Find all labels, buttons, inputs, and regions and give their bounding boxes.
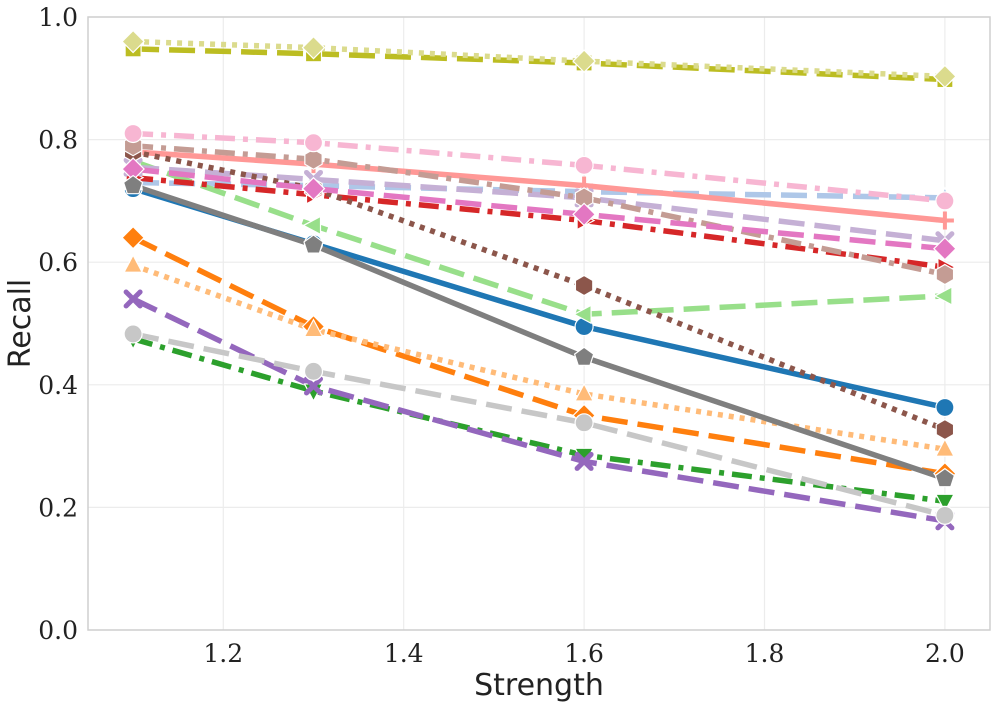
series-6-line [132,158,946,318]
series-4-point [123,253,144,273]
series-15-point [573,346,595,366]
series-16-point [935,505,955,525]
y-tick-label: 1.0 [38,3,78,32]
series-5-line [132,336,946,504]
series-6-point [933,285,953,306]
series-13-point [572,202,596,227]
series-18-point [933,64,957,89]
series-13-point [301,176,326,201]
series-7-line [132,174,946,270]
series-18-line [133,38,946,80]
x-tick-label: 2.0 [925,639,965,668]
series-18-point [301,35,326,60]
series-3-point [121,225,145,250]
series-4-point [934,437,955,457]
series-lines [131,38,946,524]
series-11-point [935,418,955,441]
series-16-line [132,331,946,519]
x-tick-label: 1.6 [564,639,604,668]
y-tick-label: 0.8 [38,126,78,155]
series-16-point [574,413,594,433]
series-9-line [131,296,946,524]
series-8-line [132,149,946,224]
series-4-point [574,382,595,402]
series-13-line [132,166,946,252]
series-18-point [121,29,145,54]
series-8-point [935,211,954,230]
series-3-line [131,235,946,477]
y-tick-label: 0.6 [38,248,78,277]
x-axis-label: Strength [474,668,604,703]
series-1-point [935,397,955,418]
series-15-point [303,234,324,254]
series-11-line [132,149,946,433]
series-4-point [303,318,324,338]
series-markers [121,29,957,531]
y-axis-label: Recall [3,279,38,369]
series-11-point [574,274,594,297]
plot-frame [87,16,991,631]
series-17-line [133,46,946,83]
y-tick-label: 0.0 [38,616,78,645]
grid-lines [88,16,990,631]
series-14-point [574,155,594,175]
series-15-line [132,182,946,482]
series-14-line [132,130,946,204]
series-15-point [122,174,144,195]
series-12-line [132,142,946,278]
x-tick-label: 1.8 [745,639,785,668]
series-18-point [572,49,596,73]
series-12-point [935,263,955,286]
series-9-point [123,289,143,309]
series-16-point [303,361,324,381]
series-13-point [933,236,957,261]
series-9-point [574,451,594,471]
series-12-point [304,148,323,170]
x-tick-label: 1.4 [384,639,424,668]
y-tick-label: 0.2 [38,493,78,522]
series-5-point [934,493,955,513]
x-tick-label: 1.2 [203,639,243,668]
tick-labels: 1.2 1.4 1.6 1.8 2.0 0.0 0.2 0.4 0.6 0.8 1.0 [38,3,965,668]
series-14-point [935,191,955,211]
series-6-point [302,215,322,236]
series-4-line [132,262,946,452]
series-15-point [934,467,956,488]
y-tick-label: 0.4 [38,371,78,400]
series-6-point [572,304,592,325]
series-14-point [123,123,143,144]
series-16-point [123,324,143,344]
series-14-point [303,133,324,153]
series-10-line [132,164,946,244]
series-9-point [304,376,323,396]
